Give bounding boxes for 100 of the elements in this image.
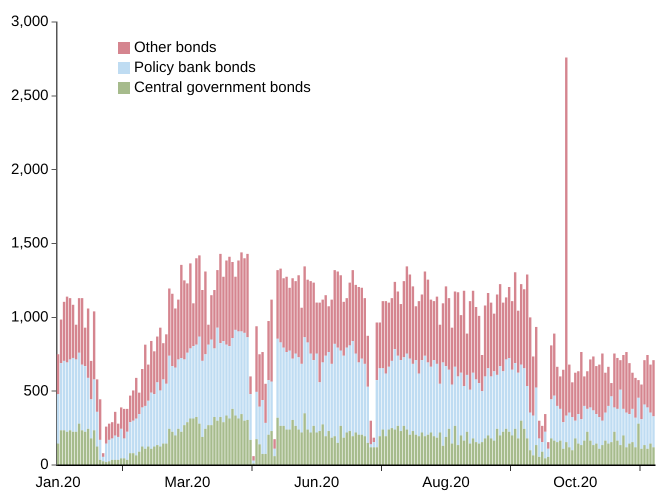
bar xyxy=(294,354,297,426)
bar xyxy=(216,420,219,464)
bar xyxy=(547,442,550,449)
bar xyxy=(189,348,192,418)
bar xyxy=(180,358,183,432)
bar xyxy=(508,358,510,432)
legend-label: Policy bank bonds xyxy=(134,58,256,78)
bar xyxy=(382,430,384,464)
bar xyxy=(168,428,171,464)
bar xyxy=(135,378,138,418)
y-tick-label: 500 xyxy=(24,382,49,400)
bar xyxy=(631,442,634,464)
bar xyxy=(92,430,96,464)
y-tick-label: 2,500 xyxy=(10,86,49,104)
bar xyxy=(324,356,327,436)
bar xyxy=(78,424,80,464)
bar xyxy=(159,446,162,464)
bar xyxy=(276,418,279,464)
bar xyxy=(102,453,104,457)
bar xyxy=(171,432,174,464)
bar xyxy=(354,432,357,464)
bar xyxy=(414,434,418,464)
bar xyxy=(556,442,558,464)
bar xyxy=(358,287,360,362)
bar xyxy=(276,270,279,339)
bar xyxy=(135,418,138,456)
bar xyxy=(315,354,318,433)
bar xyxy=(613,354,616,408)
bar xyxy=(388,430,390,464)
bar xyxy=(114,412,116,436)
bar xyxy=(207,425,210,464)
bar xyxy=(486,368,490,436)
bar xyxy=(318,302,321,382)
bar xyxy=(159,328,162,390)
bar xyxy=(129,453,132,464)
bar xyxy=(216,328,219,421)
bar xyxy=(586,432,589,464)
bar xyxy=(270,431,273,464)
bar xyxy=(135,455,138,464)
bar xyxy=(613,432,616,464)
bar xyxy=(478,383,480,444)
bar xyxy=(108,424,110,440)
bar xyxy=(267,434,270,464)
bar xyxy=(153,446,156,464)
bar xyxy=(426,434,430,464)
bar xyxy=(279,342,282,426)
bar xyxy=(616,358,619,409)
bar xyxy=(104,426,108,444)
x-tick-label: Jan.20 xyxy=(36,474,81,492)
bar xyxy=(370,447,372,464)
bar xyxy=(504,359,508,429)
bar xyxy=(372,447,376,464)
x-tick-label: Jun.20 xyxy=(294,474,340,492)
bar xyxy=(384,301,388,374)
bar xyxy=(498,366,502,436)
bar xyxy=(396,426,400,464)
bar xyxy=(486,435,490,464)
bar xyxy=(352,340,354,436)
bar xyxy=(550,438,552,464)
bar xyxy=(102,461,104,464)
bar xyxy=(297,430,300,464)
y-tick-label: 1,500 xyxy=(10,234,49,252)
y-tick-label: 1,000 xyxy=(10,308,49,326)
bar xyxy=(162,444,164,464)
bar xyxy=(285,276,288,352)
bar xyxy=(390,428,394,464)
x-tick-label: Mar.20 xyxy=(164,474,210,492)
bar xyxy=(225,260,228,345)
bar xyxy=(604,440,607,464)
bar xyxy=(84,432,86,464)
bar xyxy=(66,296,68,362)
bar xyxy=(68,359,72,430)
bar xyxy=(568,412,570,448)
bar xyxy=(474,442,478,464)
bar xyxy=(424,436,426,464)
bar xyxy=(625,352,628,413)
bar xyxy=(219,254,222,344)
bar xyxy=(348,431,351,464)
bar xyxy=(104,444,108,462)
bar xyxy=(496,428,498,464)
bar xyxy=(628,444,631,464)
bar xyxy=(544,432,546,458)
bar xyxy=(412,431,414,464)
bar xyxy=(508,432,510,464)
bar xyxy=(86,428,90,464)
bar xyxy=(312,426,315,464)
bar xyxy=(120,458,122,464)
bar xyxy=(72,358,74,432)
bar xyxy=(66,432,68,464)
bar xyxy=(123,408,126,438)
y-tick-label: 0 xyxy=(40,456,49,474)
bar xyxy=(297,357,300,430)
bar xyxy=(219,417,222,464)
bar xyxy=(108,461,110,464)
bar xyxy=(553,440,556,464)
bar xyxy=(66,362,68,432)
bar xyxy=(285,430,288,464)
bar xyxy=(601,354,604,421)
bar xyxy=(424,356,426,436)
x-tick-label: Oct.20 xyxy=(553,474,598,492)
